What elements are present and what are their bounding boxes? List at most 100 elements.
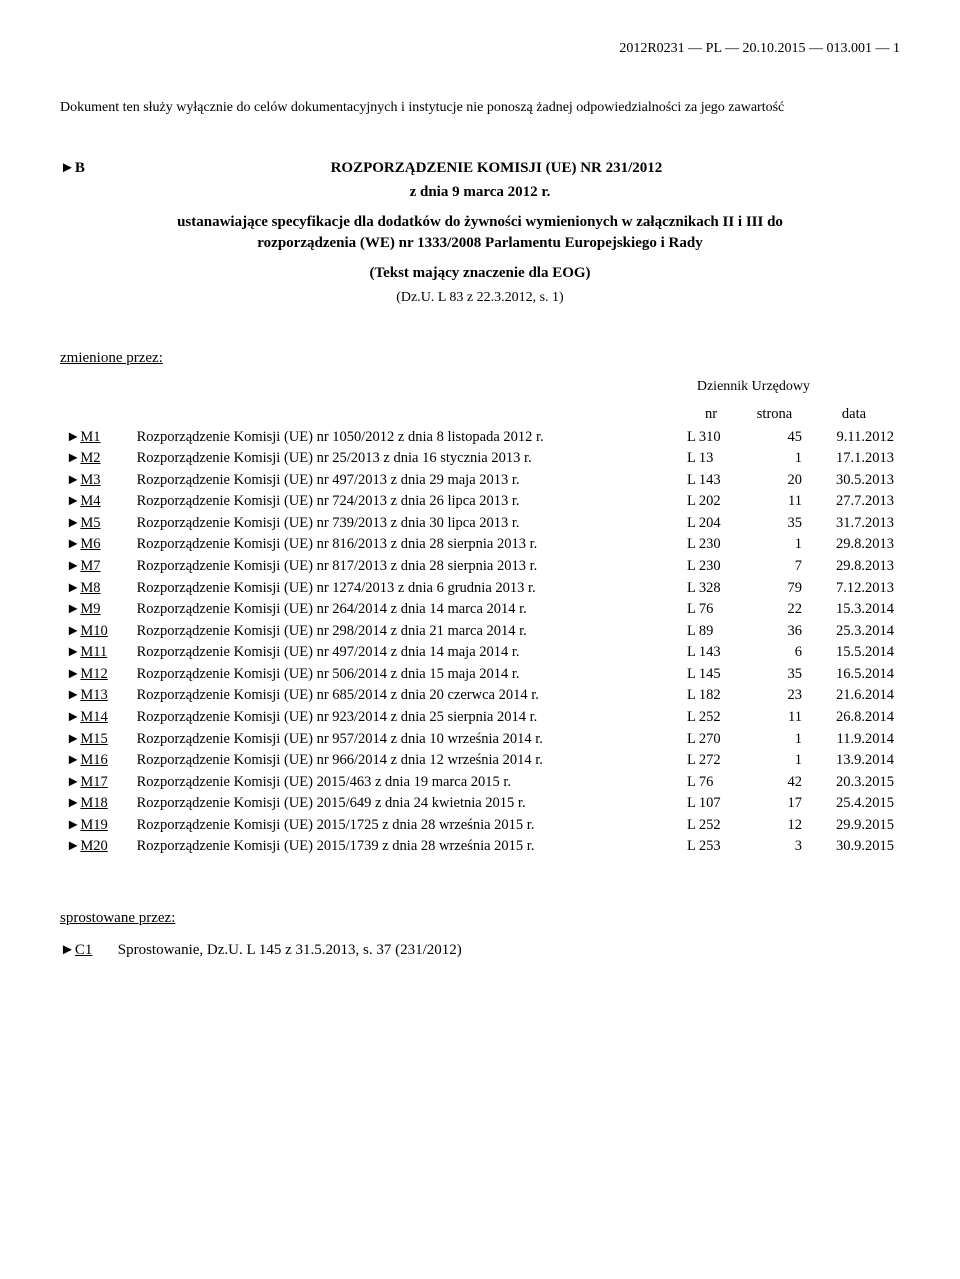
regulation-title-block: ►B ROZPORZĄDZENIE KOMISJI (UE) NR 231/20…	[60, 158, 900, 308]
amendment-code: ►M14	[60, 707, 131, 729]
amendment-code: ►M18	[60, 793, 131, 815]
amendment-oj-date: 25.3.2014	[808, 621, 900, 643]
amendment-oj-date: 30.5.2013	[808, 470, 900, 492]
amendment-code: ►M16	[60, 750, 131, 772]
amendment-oj-page: 79	[741, 578, 808, 600]
regulation-prefix: ►B	[60, 158, 93, 178]
amendment-oj-date: 31.7.2013	[808, 513, 900, 535]
amendment-oj-nr: L 252	[681, 707, 741, 729]
amendment-description: Rozporządzenie Komisji (UE) nr 817/2013 …	[131, 556, 681, 578]
document-header: 2012R0231 — PL — 20.10.2015 — 013.001 — …	[60, 40, 900, 59]
amendment-oj-nr: L 272	[681, 750, 741, 772]
amendment-code: ►M8	[60, 578, 131, 600]
amendment-oj-page: 36	[741, 621, 808, 643]
amendments-table: nr strona data ►M1Rozporządzenie Komisji…	[60, 403, 900, 858]
table-row: ►M4Rozporządzenie Komisji (UE) nr 724/20…	[60, 491, 900, 513]
amendment-oj-page: 1	[741, 729, 808, 751]
amendment-code: ►M10	[60, 621, 131, 643]
table-row: ►M17Rozporządzenie Komisji (UE) 2015/463…	[60, 772, 900, 794]
amendment-oj-page: 17	[741, 793, 808, 815]
amendment-oj-page: 1	[741, 750, 808, 772]
amendment-oj-nr: L 143	[681, 642, 741, 664]
disclaimer-text: Dokument ten służy wyłącznie do celów do…	[60, 99, 900, 118]
amendment-code: ►M7	[60, 556, 131, 578]
table-row: ►M13Rozporządzenie Komisji (UE) nr 685/2…	[60, 685, 900, 707]
amendment-oj-nr: L 76	[681, 599, 741, 621]
official-journal-label: Dziennik Urzędowy	[60, 378, 900, 397]
table-row: ►M11Rozporządzenie Komisji (UE) nr 497/2…	[60, 642, 900, 664]
amendment-oj-date: 21.6.2014	[808, 685, 900, 707]
amendment-oj-nr: L 202	[681, 491, 741, 513]
regulation-date: z dnia 9 marca 2012 r.	[60, 182, 900, 202]
amendment-oj-nr: L 230	[681, 556, 741, 578]
amendment-code: ►M15	[60, 729, 131, 751]
amendment-oj-date: 13.9.2014	[808, 750, 900, 772]
table-row: ►M16Rozporządzenie Komisji (UE) nr 966/2…	[60, 750, 900, 772]
table-row: ►M18Rozporządzenie Komisji (UE) 2015/649…	[60, 793, 900, 815]
table-row: ►M2Rozporządzenie Komisji (UE) nr 25/201…	[60, 448, 900, 470]
amendment-oj-page: 7	[741, 556, 808, 578]
amendment-description: Rozporządzenie Komisji (UE) nr 1274/2013…	[131, 578, 681, 600]
amendment-description: Rozporządzenie Komisji (UE) nr 966/2014 …	[131, 750, 681, 772]
amendment-description: Rozporządzenie Komisji (UE) nr 1050/2012…	[131, 427, 681, 449]
amendment-oj-date: 26.8.2014	[808, 707, 900, 729]
amendment-code: ►M4	[60, 491, 131, 513]
table-row: ►M5Rozporządzenie Komisji (UE) nr 739/20…	[60, 513, 900, 535]
amendment-oj-page: 3	[741, 836, 808, 858]
amendment-oj-nr: L 230	[681, 534, 741, 556]
table-row: ►M6Rozporządzenie Komisji (UE) nr 816/20…	[60, 534, 900, 556]
amendment-code: ►M11	[60, 642, 131, 664]
table-row: ►M19Rozporządzenie Komisji (UE) 2015/172…	[60, 815, 900, 837]
corrigendum-code: ►C1	[60, 940, 114, 960]
amendment-description: Rozporządzenie Komisji (UE) 2015/649 z d…	[131, 793, 681, 815]
amendment-oj-date: 17.1.2013	[808, 448, 900, 470]
amendment-oj-date: 15.3.2014	[808, 599, 900, 621]
amendment-oj-page: 22	[741, 599, 808, 621]
table-row: ►M8Rozporządzenie Komisji (UE) nr 1274/2…	[60, 578, 900, 600]
amendment-oj-page: 42	[741, 772, 808, 794]
amendment-oj-nr: L 204	[681, 513, 741, 535]
amendment-description: Rozporządzenie Komisji (UE) nr 923/2014 …	[131, 707, 681, 729]
table-row: ►M20Rozporządzenie Komisji (UE) 2015/173…	[60, 836, 900, 858]
amendment-code: ►M3	[60, 470, 131, 492]
amendment-oj-page: 12	[741, 815, 808, 837]
amendment-description: Rozporządzenie Komisji (UE) nr 298/2014 …	[131, 621, 681, 643]
amendment-oj-date: 15.5.2014	[808, 642, 900, 664]
regulation-subject: ustanawiające specyfikacje dla dodatków …	[130, 212, 830, 253]
amendment-oj-date: 27.7.2013	[808, 491, 900, 513]
amendment-oj-page: 1	[741, 534, 808, 556]
table-row: ►M9Rozporządzenie Komisji (UE) nr 264/20…	[60, 599, 900, 621]
table-row: ►M10Rozporządzenie Komisji (UE) nr 298/2…	[60, 621, 900, 643]
amendment-oj-page: 11	[741, 707, 808, 729]
amendment-oj-page: 11	[741, 491, 808, 513]
amendment-oj-nr: L 143	[681, 470, 741, 492]
amendment-oj-page: 35	[741, 513, 808, 535]
amendment-code: ►M9	[60, 599, 131, 621]
amendment-description: Rozporządzenie Komisji (UE) nr 497/2013 …	[131, 470, 681, 492]
amendment-oj-page: 20	[741, 470, 808, 492]
amendment-description: Rozporządzenie Komisji (UE) nr 739/2013 …	[131, 513, 681, 535]
amendment-code: ►M2	[60, 448, 131, 470]
table-row: ►M12Rozporządzenie Komisji (UE) nr 506/2…	[60, 664, 900, 686]
amendment-oj-date: 11.9.2014	[808, 729, 900, 751]
table-row: ►M15Rozporządzenie Komisji (UE) nr 957/2…	[60, 729, 900, 751]
amendment-code: ►M17	[60, 772, 131, 794]
amendment-oj-date: 29.8.2013	[808, 534, 900, 556]
amendment-oj-nr: L 76	[681, 772, 741, 794]
amendment-description: Rozporządzenie Komisji (UE) nr 25/2013 z…	[131, 448, 681, 470]
table-row: ►M3Rozporządzenie Komisji (UE) nr 497/20…	[60, 470, 900, 492]
regulation-title: ROZPORZĄDZENIE KOMISJI (UE) NR 231/2012	[93, 158, 900, 178]
amendment-code: ►M6	[60, 534, 131, 556]
amendment-code: ►M19	[60, 815, 131, 837]
amendment-description: Rozporządzenie Komisji (UE) nr 497/2014 …	[131, 642, 681, 664]
amendment-code: ►M1	[60, 427, 131, 449]
amendment-code: ►M12	[60, 664, 131, 686]
amendment-oj-nr: L 145	[681, 664, 741, 686]
amendment-code: ►M20	[60, 836, 131, 858]
amendment-description: Rozporządzenie Komisji (UE) nr 506/2014 …	[131, 664, 681, 686]
amendment-description: Rozporządzenie Komisji (UE) 2015/1739 z …	[131, 836, 681, 858]
amendment-oj-date: 25.4.2015	[808, 793, 900, 815]
col-header-nr: nr	[681, 403, 741, 427]
amendment-oj-page: 45	[741, 427, 808, 449]
amendment-description: Rozporządzenie Komisji (UE) 2015/1725 z …	[131, 815, 681, 837]
